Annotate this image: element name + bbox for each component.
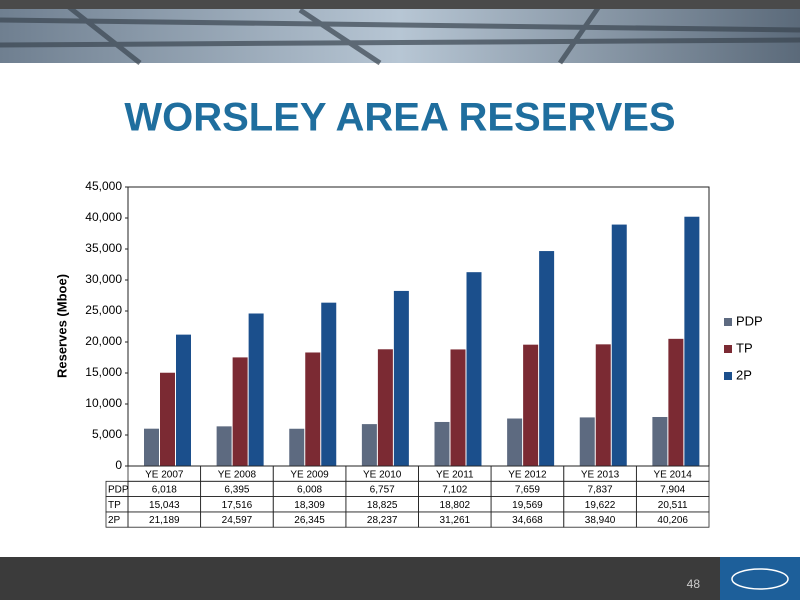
table-value: 18,825 — [367, 500, 398, 511]
logo-mark — [731, 568, 789, 590]
y-axis-label: Reserves (Mboe) — [54, 274, 69, 378]
header-image — [0, 0, 800, 63]
table-row-label: 2P — [108, 515, 121, 526]
table-value: 21,189 — [149, 515, 180, 526]
footer-bar — [0, 557, 800, 600]
bar — [668, 338, 684, 466]
y-tick-label: 10,000 — [85, 396, 122, 410]
bar — [652, 416, 668, 466]
bar — [176, 334, 191, 466]
bar — [377, 349, 393, 466]
legend-swatch — [724, 318, 732, 326]
bar — [579, 417, 595, 466]
bar — [361, 424, 377, 466]
table-value: 17,516 — [222, 500, 253, 511]
table-value: 38,940 — [585, 515, 616, 526]
chart: 0 5,000 10,000 15,000 20,000 25,000 30,000 35,0… — [85, 179, 763, 528]
y-tick-label: 20,000 — [85, 334, 122, 348]
bar — [144, 428, 159, 466]
x-tick-label: YE 2009 — [290, 469, 329, 480]
bar — [321, 302, 337, 466]
table-cell — [635, 511, 710, 528]
table-value: 15,043 — [149, 500, 180, 511]
table-value: 7,659 — [515, 485, 540, 496]
y-tick-label: 15,000 — [85, 365, 122, 379]
table-value: 19,622 — [585, 500, 616, 511]
y-tick-label: 5,000 — [92, 427, 122, 441]
bar — [507, 418, 523, 466]
table-value: 7,102 — [442, 485, 467, 496]
table-row-label: PDP — [108, 485, 129, 496]
bar — [393, 290, 409, 466]
x-tick-label: YE 2014 — [654, 469, 693, 480]
table-value: 18,802 — [440, 500, 471, 511]
slide-title: WORSLEY AREA RESERVES — [124, 96, 675, 140]
bar — [523, 344, 539, 466]
table-value: 28,237 — [367, 515, 398, 526]
table-value: 40,206 — [657, 515, 688, 526]
table-value: 24,597 — [222, 515, 253, 526]
x-tick-label: YE 2008 — [218, 469, 257, 480]
table-value: 20,511 — [658, 500, 688, 511]
table-value: 7,837 — [588, 485, 613, 496]
legend-label: PDP — [736, 313, 763, 328]
logo — [720, 557, 800, 600]
table-value: 31,261 — [440, 515, 471, 526]
table-value: 26,345 — [294, 515, 325, 526]
y-tick-label: 0 — [115, 458, 122, 472]
legend-swatch — [724, 345, 732, 353]
table-value: 6,018 — [152, 485, 177, 496]
bar — [684, 216, 700, 466]
y-tick-label: 40,000 — [85, 210, 122, 224]
x-tick-label: YE 2010 — [363, 469, 402, 480]
table-value: 18,309 — [294, 500, 325, 511]
bar — [305, 352, 321, 466]
table-value: 6,008 — [297, 485, 322, 496]
x-tick-label: YE 2013 — [581, 469, 620, 480]
bar — [232, 357, 248, 466]
table-value: 6,757 — [370, 485, 395, 496]
bar — [611, 224, 627, 466]
bar — [216, 426, 232, 466]
legend-swatch — [724, 372, 732, 380]
page-number: 48 — [687, 577, 701, 591]
bar — [450, 349, 466, 466]
table-row-label: TP — [108, 500, 121, 511]
x-tick-label: YE 2012 — [508, 469, 547, 480]
x-tick-label: YE 2011 — [436, 469, 474, 480]
x-tick-label: YE 2007 — [145, 469, 184, 480]
table-value: 7,904 — [660, 485, 685, 496]
bar — [160, 372, 175, 466]
table-value: 19,569 — [512, 500, 543, 511]
y-tick-label: 35,000 — [85, 241, 122, 255]
bar — [466, 272, 482, 466]
top-bar — [0, 0, 800, 9]
legend-label: TP — [736, 340, 753, 355]
legend-label: 2P — [736, 367, 752, 382]
header-pipes — [0, 0, 800, 66]
bar — [289, 428, 305, 466]
bar — [539, 251, 555, 466]
bar — [434, 421, 450, 466]
y-tick-label: 30,000 — [85, 272, 122, 286]
y-tick-label: 45,000 — [85, 179, 122, 193]
table-value: 6,395 — [224, 485, 249, 496]
bar — [248, 313, 264, 466]
y-tick-label: 25,000 — [85, 303, 122, 317]
table-value: 34,668 — [512, 515, 543, 526]
bar — [595, 344, 611, 466]
